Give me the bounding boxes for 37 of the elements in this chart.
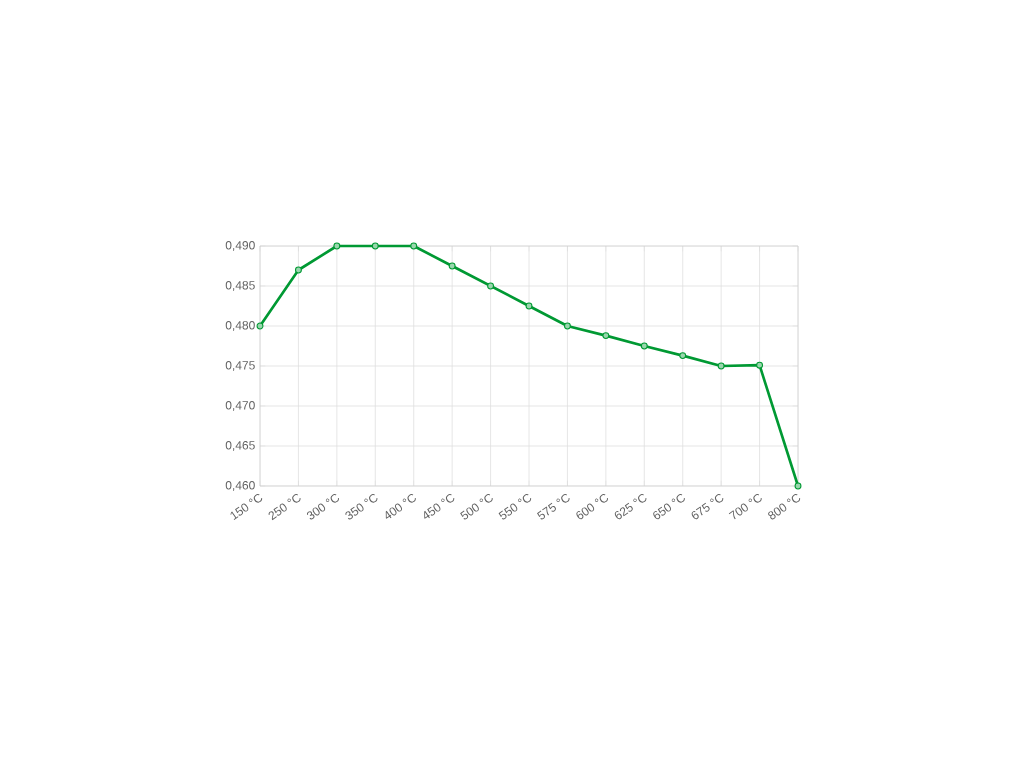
point	[410, 242, 418, 250]
x-tick-label: 650 °C	[653, 494, 685, 520]
point	[602, 332, 610, 340]
y-tick-label: 0,490	[225, 241, 255, 251]
x-tick-label: 625 °C	[614, 494, 647, 520]
x-tick-label: 250 °C	[268, 494, 301, 521]
y-tick-label: 0,485	[225, 281, 255, 291]
y-tick-label: 0,480	[225, 321, 255, 331]
x-tick-label: 700 °C	[728, 494, 762, 520]
point	[525, 302, 533, 310]
point	[563, 322, 571, 330]
x-tick-label: 300 °C	[306, 494, 339, 520]
x-tick-label: 800 °C	[768, 494, 801, 520]
y-tick-label: 0,475	[225, 361, 255, 371]
x-tick-label: 675 °C	[691, 494, 724, 520]
point	[256, 322, 264, 330]
point	[794, 482, 802, 490]
y-tick-label: 0,465	[225, 441, 255, 451]
x-tick-label: 500 °C	[460, 494, 493, 520]
y-tick-label: 0,460	[225, 481, 255, 491]
x-tick-label: 150 °C	[230, 494, 263, 521]
point	[371, 242, 379, 250]
point	[679, 352, 687, 360]
x-tick-label: 400 °C	[385, 494, 416, 519]
x-tick-label: 575 °C	[536, 494, 570, 520]
point	[717, 362, 725, 370]
point	[294, 266, 302, 274]
point	[448, 262, 456, 270]
point	[640, 342, 648, 350]
x-tick-label: 550 °C	[498, 494, 532, 520]
x-tick-label: 450 °C	[424, 494, 455, 519]
y-tick-label: 0,470	[225, 401, 255, 411]
x-tick-label: 600 °C	[576, 494, 608, 520]
point	[333, 242, 341, 250]
point	[487, 282, 495, 290]
point	[756, 361, 764, 369]
x-tick-label: 350 °C	[345, 494, 378, 520]
